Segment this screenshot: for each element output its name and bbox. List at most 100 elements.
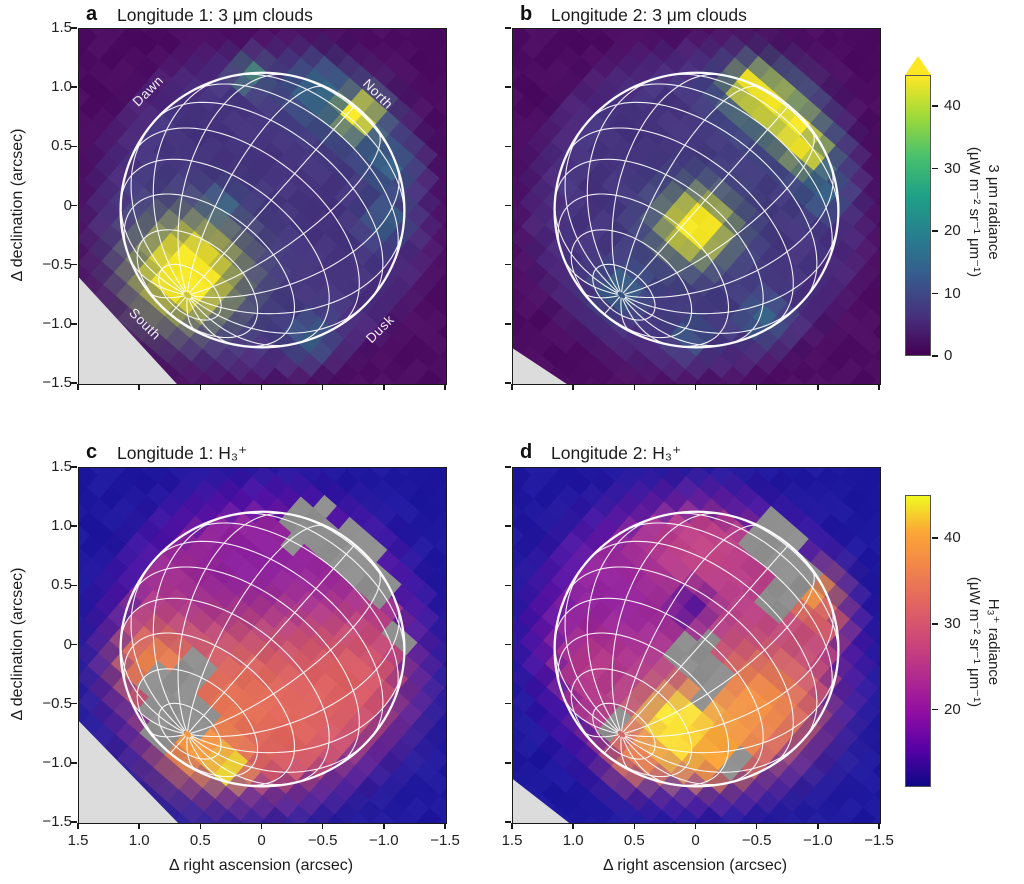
y-tick-label: −1.0 bbox=[42, 753, 72, 771]
panel-a-letter: a bbox=[86, 3, 98, 25]
x-tick-mark bbox=[633, 384, 636, 390]
planet-limb-circle bbox=[553, 71, 840, 349]
x-tick-label: −1.0 bbox=[803, 832, 833, 849]
panel-d-title: Longitude 2: H₃⁺ bbox=[551, 443, 682, 463]
x-tick-mark bbox=[138, 823, 140, 829]
y-tick-mark bbox=[71, 382, 77, 384]
panel-d-map bbox=[512, 467, 881, 824]
panel-c-title: Longitude 1: H₃⁺ bbox=[117, 443, 248, 463]
x-tick-mark bbox=[444, 384, 446, 390]
panel-c-letter: c bbox=[86, 441, 98, 463]
y-tick-label: 1.5 bbox=[51, 19, 72, 36]
planet-limb-circle bbox=[553, 510, 840, 788]
colorbar-clouds-label: 3 μm radiance (μW m⁻² sr⁻¹ μm⁻¹) bbox=[965, 147, 1003, 277]
colorbar-tick-label: 30 bbox=[944, 159, 961, 177]
x-tick-mark bbox=[260, 384, 263, 390]
y-tick-mark bbox=[505, 525, 511, 527]
colorbar-tick-label: 30 bbox=[944, 614, 961, 632]
x-tick-label: 0.5 bbox=[189, 832, 211, 849]
colorbar-tick-mark bbox=[932, 167, 938, 170]
y-tick-label: −0.5 bbox=[42, 255, 72, 273]
x-axis-title-left: Δ right ascension (arcsec) bbox=[168, 857, 354, 874]
y-tick-mark bbox=[505, 145, 511, 148]
y-tick-mark bbox=[71, 323, 77, 325]
colorbar-tick-label: 10 bbox=[944, 284, 961, 302]
x-tick-mark bbox=[444, 823, 446, 829]
y-axis-title-top: Δ declination (arcsec) bbox=[9, 128, 26, 282]
x-tick-mark bbox=[878, 823, 880, 829]
y-tick-label: 0 bbox=[63, 196, 72, 214]
x-tick-mark bbox=[321, 384, 324, 390]
x-tick-mark bbox=[77, 823, 79, 829]
planet-limb-circle bbox=[119, 510, 406, 788]
y-tick-label: −1.5 bbox=[42, 813, 72, 830]
x-tick-mark bbox=[77, 384, 79, 390]
colorbar-tick-label: 20 bbox=[944, 700, 961, 718]
y-tick-label: −0.5 bbox=[42, 694, 72, 712]
x-tick-mark bbox=[755, 384, 758, 390]
y-tick-mark bbox=[505, 762, 511, 764]
x-tick-mark bbox=[755, 823, 758, 829]
y-tick-mark bbox=[505, 466, 511, 468]
y-tick-mark bbox=[505, 263, 511, 266]
y-tick-mark bbox=[71, 263, 77, 266]
y-tick-mark bbox=[505, 702, 511, 705]
colorbar-clouds-label-line2: (μW m⁻² sr⁻¹ μm⁻¹) bbox=[966, 146, 983, 278]
planet-limb-circle bbox=[119, 71, 406, 349]
y-tick-mark bbox=[71, 86, 77, 88]
x-tick-label: 0.5 bbox=[623, 832, 645, 849]
x-tick-label: −0.5 bbox=[741, 832, 772, 849]
x-axis-title-right: Δ right ascension (arcsec) bbox=[602, 857, 788, 874]
colorbar-clouds-over-arrow bbox=[905, 56, 931, 75]
colorbar-tick-mark bbox=[932, 230, 938, 232]
x-tick-mark bbox=[817, 384, 819, 390]
y-tick-label: 0.5 bbox=[51, 137, 72, 155]
y-tick-label: −1.0 bbox=[42, 314, 72, 332]
y-tick-mark bbox=[71, 702, 77, 705]
x-tick-label: 1.5 bbox=[501, 832, 523, 849]
colorbar-clouds bbox=[905, 75, 931, 356]
x-tick-mark bbox=[511, 823, 513, 829]
y-tick-mark bbox=[71, 525, 77, 527]
y-tick-mark bbox=[71, 762, 77, 764]
colorbar-h3p-label-line2: (μW m⁻² sr⁻¹ μm⁻¹) bbox=[966, 576, 983, 708]
x-tick-label: 1.0 bbox=[128, 832, 150, 849]
y-tick-label: 0 bbox=[63, 635, 72, 653]
y-tick-mark bbox=[505, 643, 511, 646]
y-tick-label: 1.5 bbox=[51, 458, 72, 475]
colorbar-h3p bbox=[905, 495, 931, 787]
panel-d-letter: d bbox=[520, 441, 533, 463]
colorbar-tick-mark bbox=[932, 708, 938, 711]
y-tick-mark bbox=[71, 643, 77, 646]
x-tick-mark bbox=[511, 384, 513, 390]
colorbar-tick-label: 20 bbox=[944, 222, 961, 240]
colorbar-tick-label: 0 bbox=[944, 347, 953, 364]
x-tick-label: −1.5 bbox=[430, 832, 460, 849]
y-tick-label: 0.5 bbox=[51, 576, 72, 594]
off-detector-region bbox=[79, 277, 177, 384]
y-tick-mark bbox=[71, 584, 77, 587]
y-tick-mark bbox=[71, 145, 77, 148]
panel-b-letter: b bbox=[520, 3, 533, 25]
y-tick-mark bbox=[505, 27, 511, 29]
x-tick-mark bbox=[572, 384, 574, 390]
x-tick-mark bbox=[817, 823, 819, 829]
x-tick-label: 1.5 bbox=[67, 832, 89, 849]
x-tick-mark bbox=[694, 823, 697, 829]
colorbar-h3p-label-line1: H₃⁺ radiance bbox=[985, 598, 1002, 686]
x-tick-mark bbox=[321, 823, 324, 829]
x-tick-label: −0.5 bbox=[307, 832, 338, 849]
y-tick-mark bbox=[505, 584, 511, 587]
x-tick-label: −1.0 bbox=[369, 832, 399, 849]
colorbar-tick-mark bbox=[932, 355, 938, 357]
y-tick-mark bbox=[71, 466, 77, 468]
panel-a-map bbox=[78, 28, 447, 385]
colorbar-tick-mark bbox=[932, 292, 938, 295]
panel-a-title: Longitude 1: 3 μm clouds bbox=[117, 5, 313, 25]
y-tick-mark bbox=[505, 821, 511, 823]
x-tick-mark bbox=[138, 384, 140, 390]
colorbar-h3p-label: H₃⁺ radiance (μW m⁻² sr⁻¹ μm⁻¹) bbox=[965, 577, 1003, 707]
colorbar-tick-label: 40 bbox=[944, 97, 961, 115]
colorbar-tick-label: 40 bbox=[944, 528, 961, 546]
x-tick-mark bbox=[694, 384, 697, 390]
